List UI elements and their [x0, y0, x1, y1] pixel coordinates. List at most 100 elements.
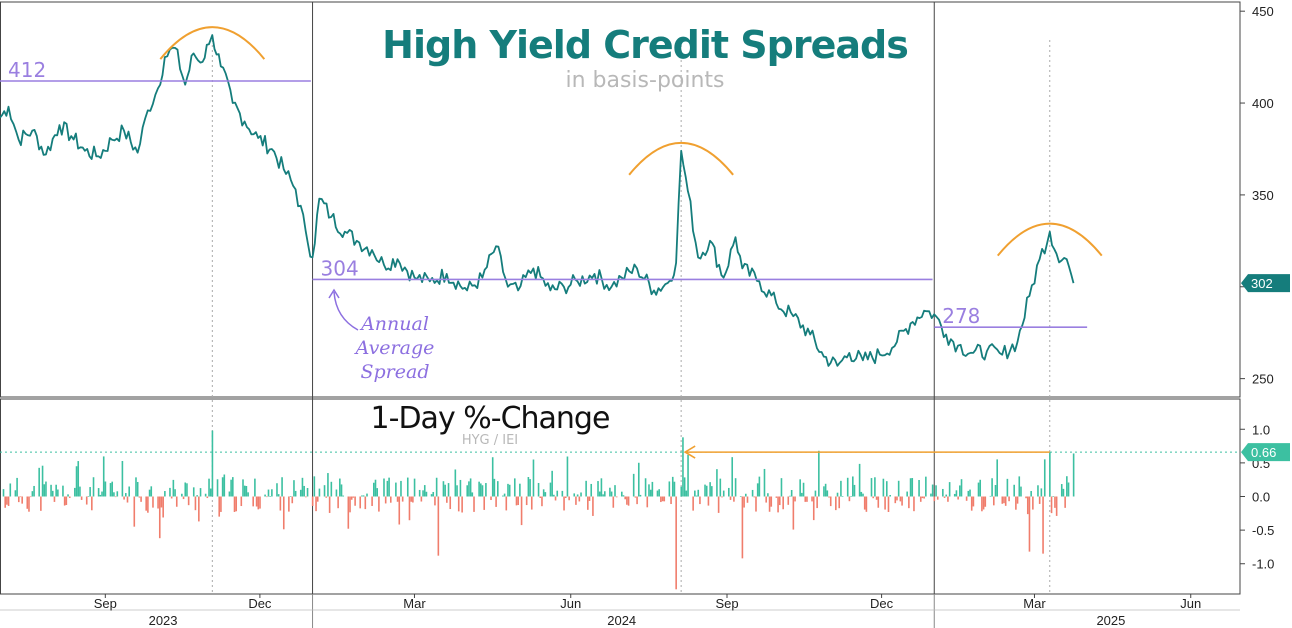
change-bar	[646, 496, 649, 508]
change-bar	[685, 490, 688, 497]
change-bar	[741, 496, 744, 559]
change-bar	[1026, 496, 1029, 515]
change-bar	[318, 488, 321, 497]
change-bar	[306, 488, 309, 497]
change-bar	[204, 493, 207, 497]
change-bar	[43, 484, 46, 497]
change-bar	[104, 481, 107, 497]
change-bar	[675, 496, 677, 590]
change-bar	[169, 487, 171, 497]
change-bar	[1060, 484, 1063, 497]
change-bar	[894, 496, 897, 504]
change-bar	[836, 492, 839, 497]
change-bar	[707, 496, 710, 506]
change-bar	[401, 496, 404, 502]
change-bar	[899, 496, 902, 502]
change-bar	[644, 478, 647, 497]
change-bar	[400, 480, 402, 497]
change-bar	[527, 477, 530, 497]
change-bar	[556, 490, 559, 497]
change-bar	[960, 479, 963, 497]
change-bar	[9, 483, 12, 497]
change-bar	[507, 483, 509, 497]
change-bar	[1020, 486, 1022, 497]
change-bar	[323, 485, 326, 497]
lower-y-tick-label: -1.0	[1252, 557, 1274, 572]
change-bar	[1018, 476, 1021, 497]
change-bar	[818, 450, 820, 497]
change-bar	[811, 496, 813, 502]
change-bar	[1030, 490, 1032, 497]
change-bar	[289, 496, 292, 497]
change-bar	[925, 476, 927, 497]
change-bar	[196, 495, 198, 497]
change-bar	[991, 478, 993, 497]
change-bar	[580, 492, 582, 497]
change-bar	[374, 479, 377, 497]
change-bar	[313, 476, 316, 497]
change-bar	[780, 478, 783, 497]
change-bar	[335, 489, 338, 497]
change-bar	[850, 496, 852, 497]
change-bar	[716, 469, 718, 497]
change-bar	[770, 496, 773, 507]
change-bar	[1037, 485, 1039, 497]
change-bar	[959, 485, 961, 497]
change-bar	[519, 483, 521, 497]
change-bar	[768, 496, 771, 512]
annotation-text: Average	[354, 337, 435, 359]
change-bar	[814, 490, 817, 497]
change-bar	[539, 496, 542, 498]
change-bar	[592, 496, 594, 516]
change-bar	[746, 496, 749, 503]
change-bar	[123, 496, 125, 500]
change-bar	[7, 496, 10, 506]
change-bar	[885, 481, 888, 497]
lower-y-tick-label: 1.0	[1252, 422, 1270, 437]
change-bar	[315, 496, 317, 512]
average-label: 278	[942, 304, 980, 328]
change-bar	[316, 496, 319, 502]
change-bar	[1025, 496, 1027, 499]
change-bar	[992, 496, 995, 506]
change-bar	[862, 493, 864, 497]
change-bar	[2, 489, 5, 497]
change-bar	[182, 496, 185, 500]
change-bar	[897, 480, 900, 497]
change-bar	[350, 496, 353, 500]
change-bar	[45, 481, 47, 497]
change-bar	[911, 478, 914, 497]
change-bar	[342, 495, 345, 497]
change-bar	[541, 496, 543, 507]
change-bar	[430, 494, 433, 497]
change-bar	[544, 492, 547, 497]
change-bar	[906, 491, 908, 497]
change-bar	[102, 456, 105, 497]
change-bar	[1032, 496, 1034, 510]
change-bar	[733, 496, 735, 502]
change-bar	[756, 483, 759, 497]
change-bar	[984, 496, 987, 507]
change-bar	[1038, 496, 1041, 504]
change-bar	[751, 489, 754, 497]
change-bar	[116, 491, 119, 497]
change-bar	[19, 496, 22, 498]
change-bar	[882, 478, 885, 497]
change-bar	[824, 483, 827, 497]
change-bar	[17, 496, 20, 503]
change-bar	[668, 481, 671, 497]
change-bar	[663, 496, 666, 502]
change-bar	[636, 496, 638, 505]
change-bar	[140, 496, 142, 502]
change-bar	[281, 477, 283, 497]
change-bar	[981, 496, 983, 512]
change-bar	[184, 482, 187, 497]
change-bar	[206, 496, 209, 499]
change-bar	[255, 496, 258, 507]
change-bar	[699, 496, 701, 505]
lower-chart-subtitle: HYG / IEI	[462, 433, 518, 448]
change-bar	[1050, 496, 1053, 514]
change-bar	[705, 485, 708, 497]
change-bar	[1062, 488, 1065, 497]
